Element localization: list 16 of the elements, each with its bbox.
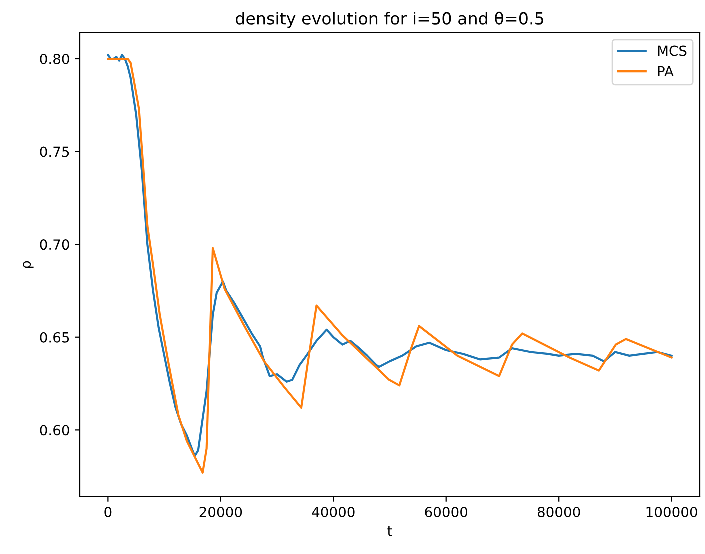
x-tick-label: 100000 — [646, 506, 698, 518]
x-tick-label: 0 — [104, 506, 112, 518]
x-tick-label: 80000 — [538, 506, 580, 518]
legend-label: PA — [658, 66, 674, 76]
y-tick-label: 0.60 — [40, 425, 70, 436]
y-tick-label: 0.70 — [40, 240, 70, 250]
x-tick-label: 20000 — [200, 506, 242, 518]
x-tick-label: 40000 — [312, 506, 355, 518]
y-tick-label: 0.65 — [40, 332, 70, 343]
y-tick-label: 0.80 — [40, 54, 70, 64]
legend-label: MCS — [658, 46, 687, 56]
y-tick-label: 0.75 — [40, 146, 70, 158]
y-axis-title: ρ — [23, 261, 34, 268]
x-tick-label: 60000 — [425, 506, 468, 518]
x-axis-title: t — [388, 526, 392, 536]
chart-title: density evolution for i=50 and θ=0.5 — [236, 12, 544, 28]
